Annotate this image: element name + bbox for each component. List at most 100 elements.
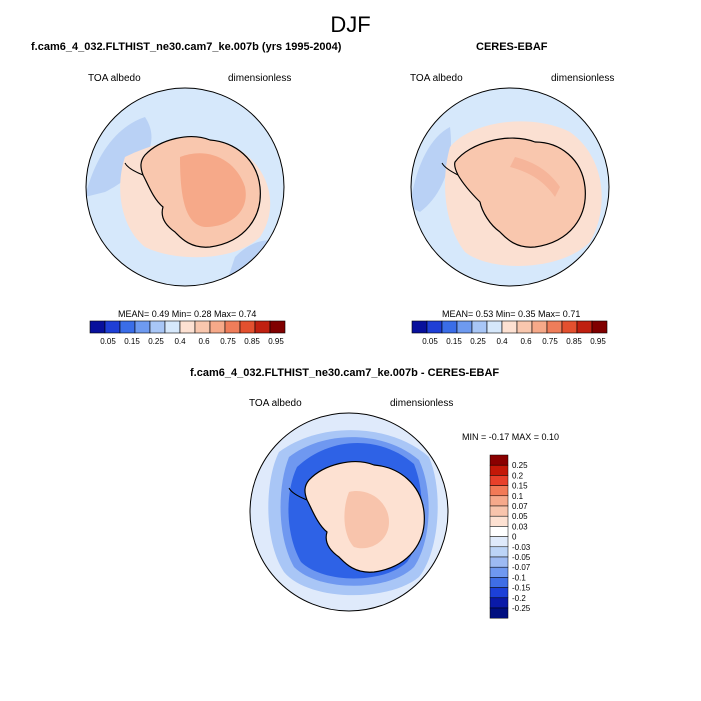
panel-2-coastline — [454, 137, 586, 248]
panel-2-colorbar-tick-label: 0.25 — [470, 337, 486, 346]
diff-colorbar-swatch — [489, 587, 509, 599]
panel-2-stats: MEAN= 0.53 Min= 0.35 Max= 0.71 — [442, 309, 581, 319]
panel-2-colorbar-swatch — [531, 320, 548, 334]
panel-1-colorbar-tick-label: 0.75 — [220, 337, 236, 346]
diff-colorbar-swatch — [489, 464, 509, 476]
diff-colorbar-swatch — [489, 566, 509, 578]
diff-colorbar-swatch — [489, 607, 509, 619]
panel-2-colorbar-tick-label: 0.85 — [566, 337, 582, 346]
diff-colorbar-swatch — [489, 556, 509, 568]
diff-panel-peninsula — [288, 487, 308, 501]
panel-1-stats: MEAN= 0.49 Min= 0.28 Max= 0.74 — [118, 309, 257, 319]
panel-2-colorbar-swatch — [441, 320, 458, 334]
panel-2-colorbar: 0.05 0.15 0.25 0.4 0.6 0.75 0.85 0.95 — [411, 320, 608, 346]
panel-1-colorbar-swatch — [254, 320, 271, 334]
panel-2-variable-label: TOA albedo — [410, 73, 463, 84]
diff-colorbar-swatch — [489, 454, 509, 466]
diff-colorbar-tick-label: -0.03 — [512, 543, 531, 552]
figure-title: DJF — [330, 12, 371, 37]
panel-1-colorbar-swatch — [239, 320, 256, 334]
panel-1-colorbar-tick-label: 0.6 — [198, 337, 210, 346]
panel-1-colorbar: 0.05 0.15 0.25 0.4 0.6 0.75 0.85 0.95 — [89, 320, 286, 346]
panel-2-colorbar-swatch — [411, 320, 428, 334]
panel-2-colorbar-tick-label: 0.15 — [446, 337, 462, 346]
panel-2-colorbar-tick-label: 0.75 — [542, 337, 558, 346]
panel-1-title: f.cam6_4_032.FLTHIST_ne30.cam7_ke.007b (… — [31, 41, 342, 53]
diff-colorbar-tick-label: -0.07 — [512, 563, 531, 572]
panel-2-colorbar-swatch — [561, 320, 578, 334]
panel-2-colorbar-swatch — [501, 320, 518, 334]
diff-panel-map-border — [249, 412, 449, 612]
panel-2-colorbar-swatch — [516, 320, 533, 334]
diff-panel-polar-map — [249, 412, 449, 612]
diff-colorbar-tick-label: 0.25 — [512, 461, 528, 470]
diff-panel-title: f.cam6_4_032.FLTHIST_ne30.cam7_ke.007b -… — [190, 367, 500, 379]
panel-1-colorbar-swatch — [134, 320, 151, 334]
diff-panel-variable-label: TOA albedo — [249, 398, 302, 409]
panel-1-colorbar-swatch — [119, 320, 136, 334]
panel-2-colorbar-swatch — [591, 320, 608, 334]
panel-2-low-albedo-region — [411, 127, 451, 212]
diff-colorbar-tick-label: 0.2 — [512, 471, 524, 480]
panel-1-colorbar-tick-label: 0.25 — [148, 337, 164, 346]
panel-1-peninsula — [124, 162, 144, 176]
panel-1-colorbar-tick-label: 0.95 — [268, 337, 284, 346]
diff-colorbar-tick-label: 0.15 — [512, 482, 528, 491]
diff-colorbar-tick-label: -0.2 — [512, 594, 526, 603]
diff-colorbar-swatch — [489, 475, 509, 486]
diff-colorbar-tick-label: -0.15 — [512, 584, 531, 593]
panel-2-colorbar-swatch — [471, 320, 488, 334]
diff-colorbar-swatch — [489, 526, 509, 537]
diff-colorbar-swatch — [489, 536, 509, 548]
panel-1-colorbar-swatch — [209, 320, 226, 334]
panel-2-colorbar-swatch — [486, 320, 503, 334]
diff-colorbar-swatch — [489, 485, 509, 497]
panel-2-colorbar-tick-label: 0.05 — [422, 337, 438, 346]
panel-1-colorbar-tick-label: 0.05 — [100, 337, 116, 346]
diff-colorbar-tick-label: -0.05 — [512, 553, 531, 562]
panel-1-coastline — [140, 136, 261, 248]
panel-2-antarctica — [454, 138, 586, 248]
panel-1-colorbar-tick-label: 0.4 — [174, 337, 186, 346]
panel-1-colorbar-swatch — [224, 320, 241, 334]
diff-colorbar-swatch — [489, 505, 509, 517]
panel-1-colorbar-swatch — [149, 320, 166, 334]
panel-1-colorbar-swatch — [104, 320, 121, 334]
panel-1-low-albedo-region — [86, 117, 152, 197]
panel-2-colorbar-swatch — [546, 320, 563, 334]
panel-2-units-label: dimensionless — [551, 73, 615, 84]
panel-2-peninsula — [441, 162, 459, 176]
panel-2-high-albedo-band — [510, 157, 560, 197]
panel-2-polar-map — [410, 87, 610, 287]
panel-2-title: CERES-EBAF — [476, 41, 548, 53]
panel-1-units-label: dimensionless — [228, 73, 292, 84]
panel-1-colorbar-swatch — [164, 320, 181, 334]
panel-1-colorbar-swatch — [194, 320, 211, 334]
diff-colorbar-swatch — [489, 515, 509, 527]
panel-1-high-albedo-plateau — [180, 153, 246, 227]
panel-1-colorbar-swatch — [89, 320, 106, 334]
diff-colorbar-tick-label: -0.25 — [512, 604, 531, 613]
panel-1-variable-label: TOA albedo — [88, 73, 141, 84]
panel-1-polar-map — [85, 87, 285, 287]
diff-panel-coastline — [304, 461, 425, 573]
diff-colorbar-tick-label: 0.1 — [512, 492, 524, 501]
diff-panel-minmax: MIN = -0.17 MAX = 0.10 — [462, 432, 560, 442]
diff-colorbar-swatch — [489, 597, 509, 609]
diff-colorbar-tick-label: 0.03 — [512, 522, 528, 531]
panel-1-colorbar-swatch — [179, 320, 196, 334]
panel-1-colorbar-swatch — [269, 320, 286, 334]
panel-2-colorbar-tick-label: 0.95 — [590, 337, 606, 346]
diff-panel-colorbar: 0.250.20.150.10.070.050.030-0.03-0.05-0.… — [489, 454, 531, 619]
diff-colorbar-swatch — [489, 577, 509, 588]
diff-colorbar-tick-label: -0.1 — [512, 573, 526, 582]
diff-panel-units-label: dimensionless — [390, 398, 454, 409]
panel-2-colorbar-tick-label: 0.4 — [496, 337, 508, 346]
diff-colorbar-tick-label: 0.07 — [512, 502, 528, 511]
diff-panel-positive-anomaly — [344, 491, 389, 549]
panel-1-colorbar-tick-label: 0.85 — [244, 337, 260, 346]
panel-2-colorbar-tick-label: 0.6 — [520, 337, 532, 346]
panel-1-map-border — [85, 87, 285, 287]
panel-2-colorbar-swatch — [426, 320, 443, 334]
panel-2-map-border — [410, 87, 610, 287]
